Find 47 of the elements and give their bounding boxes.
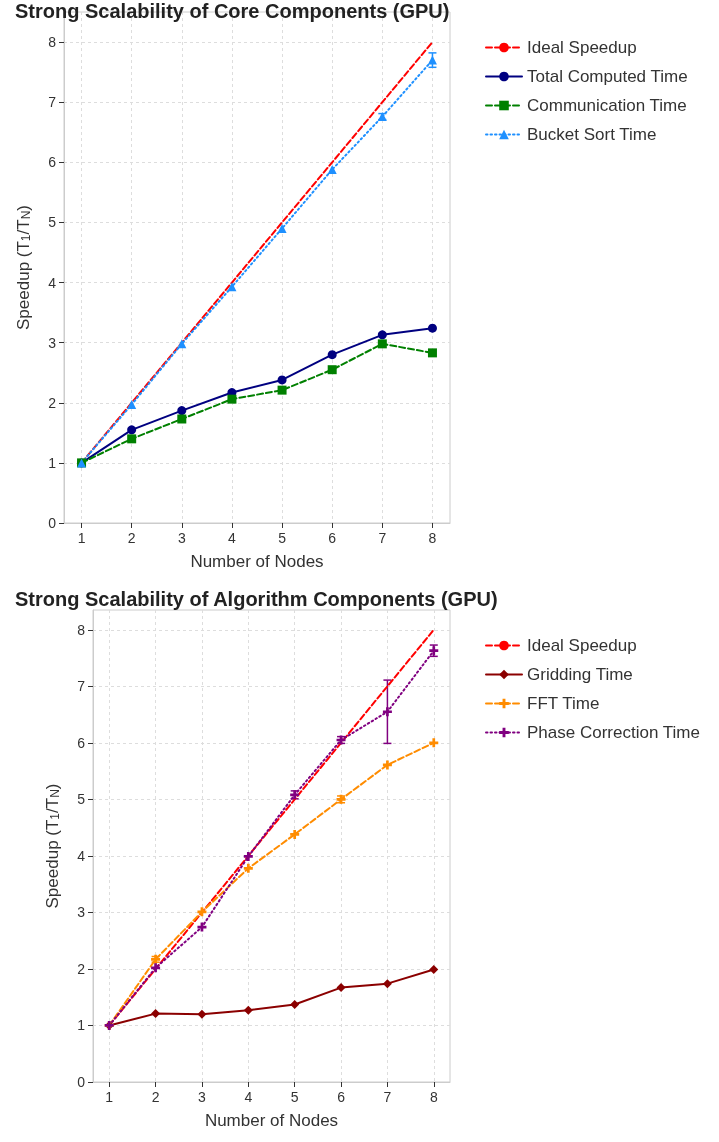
legend-label: Ideal Speedup bbox=[527, 38, 637, 57]
y-tick-label: 3 bbox=[77, 904, 86, 921]
y-tick-label: 5 bbox=[77, 791, 86, 808]
y-tick-label: 8 bbox=[77, 621, 86, 638]
y-tick-label: 0 bbox=[77, 1074, 86, 1090]
legend-label: Bucket Sort Time bbox=[527, 125, 657, 144]
legend-label: Gridding Time bbox=[527, 665, 633, 684]
legend-label: Ideal Speedup bbox=[527, 636, 637, 655]
y-tick-label: 1 bbox=[77, 1017, 86, 1034]
y-tick-label: 1 bbox=[48, 454, 57, 471]
x-tick-label: 3 bbox=[177, 530, 186, 546]
x-tick-label: 2 bbox=[151, 1089, 160, 1105]
x-tick-label: 5 bbox=[290, 1089, 299, 1105]
x-axis-title: Number of Nodes bbox=[204, 1111, 339, 1130]
x-tick-label: 5 bbox=[278, 530, 287, 546]
y-tick-label: 6 bbox=[77, 734, 86, 751]
x-tick-label: 7 bbox=[378, 530, 387, 546]
y-tick-label: 4 bbox=[48, 274, 57, 291]
legend-label: Communication Time bbox=[527, 96, 687, 115]
y-tick-label: 7 bbox=[48, 94, 57, 111]
y-tick-label: 2 bbox=[77, 960, 86, 977]
legend-label: FFT Time bbox=[527, 694, 600, 713]
y-tick-label: 5 bbox=[48, 214, 57, 231]
x-tick-label: 6 bbox=[337, 1089, 346, 1105]
y-tick-label: 3 bbox=[48, 334, 57, 351]
y-tick-label: 4 bbox=[77, 847, 86, 864]
legend-label: Total Computed Time bbox=[527, 67, 688, 86]
x-tick-label: 6 bbox=[328, 530, 337, 546]
y-axis-title: Speedup (T1/TN) bbox=[13, 205, 33, 330]
y-tick-label: 2 bbox=[48, 394, 57, 411]
y-tick-label: 0 bbox=[48, 515, 57, 531]
chart-title: Strong Scalability of Algorithm Components (GPU) bbox=[15, 588, 498, 610]
x-tick-label: 4 bbox=[228, 530, 237, 546]
x-tick-label: 4 bbox=[244, 1089, 253, 1105]
y-tick-label: 6 bbox=[48, 154, 57, 171]
x-tick-label: 1 bbox=[105, 1089, 114, 1105]
x-tick-label: 3 bbox=[198, 1089, 207, 1105]
legend-label: Phase Correction Time bbox=[527, 723, 700, 742]
y-axis-title: Speedup (T1/TN) bbox=[42, 783, 62, 909]
x-tick-label: 2 bbox=[127, 530, 136, 546]
x-tick-label: 8 bbox=[428, 530, 437, 546]
y-tick-label: 8 bbox=[48, 34, 57, 51]
x-tick-label: 8 bbox=[429, 1089, 438, 1105]
x-axis-title: Number of Nodes bbox=[190, 552, 324, 571]
chart-title: Strong Scalability of Core Components (GPU) bbox=[15, 0, 450, 22]
x-tick-label: 7 bbox=[383, 1089, 392, 1105]
y-tick-label: 7 bbox=[77, 678, 86, 695]
